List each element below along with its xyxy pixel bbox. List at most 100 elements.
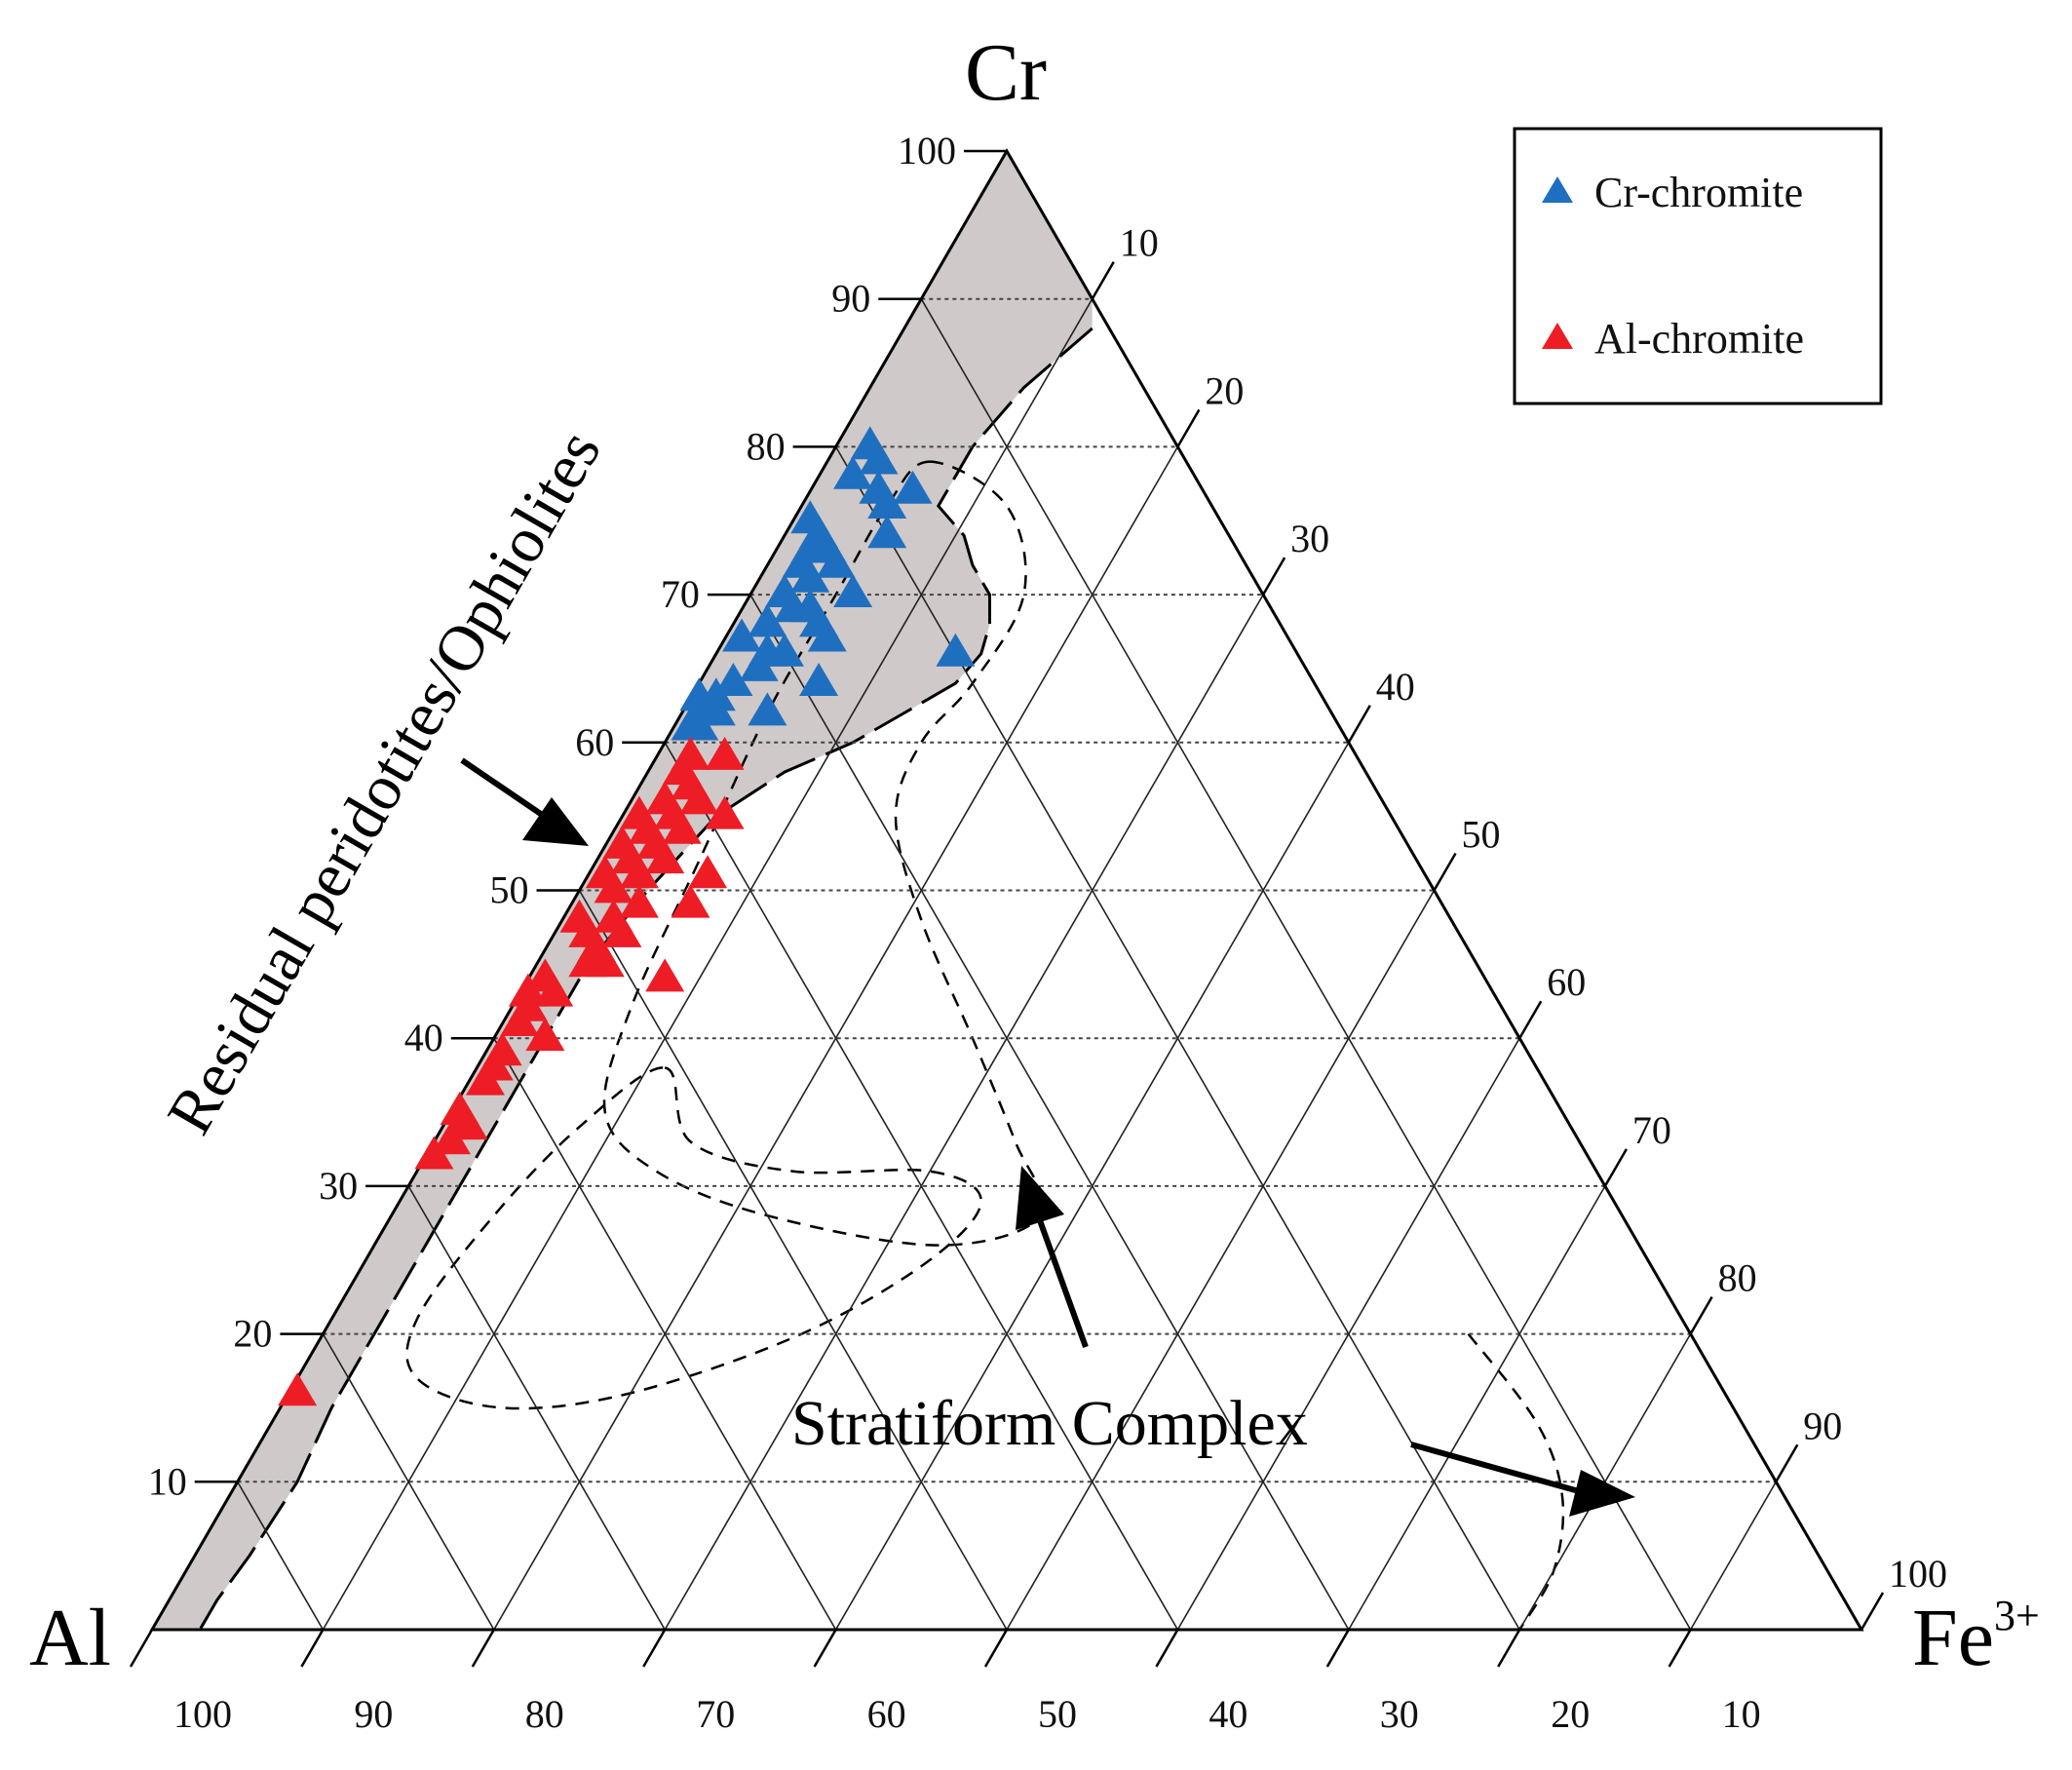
fe-tick — [1603, 1148, 1628, 1187]
fe-axis-tick-labels: 10 20 30 40 50 60 70 80 90 100 — [1120, 221, 1947, 1596]
data-point-marker — [748, 692, 787, 726]
cr-tick-label: 50 — [490, 868, 529, 912]
al-tick — [813, 1629, 837, 1668]
al-tick-label: 70 — [696, 1692, 735, 1736]
fe-gridline — [322, 298, 1094, 1631]
data-point-marker — [696, 692, 736, 726]
data-point-marker — [833, 455, 873, 489]
fe-gridline — [1006, 890, 1436, 1631]
fe-gridline — [1176, 1037, 1520, 1631]
al-tick-label: 40 — [1209, 1692, 1247, 1736]
fe-gridline — [664, 594, 1264, 1631]
stratiform-complex-label: Stratiform Complex — [791, 1388, 1308, 1459]
al-tick-label: 80 — [525, 1692, 564, 1736]
data-point-marker — [594, 869, 633, 904]
stratiform-arrowhead-2 — [1569, 1470, 1635, 1517]
al-axis-tick-labels: 100 90 80 70 60 50 40 30 20 10 — [173, 1692, 1761, 1736]
fe-tick-label: 20 — [1205, 368, 1244, 412]
stratiform-region-outline — [405, 1066, 982, 1410]
al-gridline — [493, 1037, 837, 1631]
al-chromite-series — [278, 736, 745, 1406]
cr-tick-label: 40 — [404, 1016, 443, 1059]
vertex-label-cr: Cr — [965, 27, 1047, 118]
al-gridline — [407, 1185, 666, 1631]
fe-tick-label: 30 — [1290, 517, 1329, 560]
cr-tick-label: 30 — [319, 1164, 358, 1208]
fe-tick — [1433, 852, 1457, 892]
fe-tick — [1347, 705, 1371, 744]
al-gridline — [749, 594, 1350, 1631]
data-point-marker — [705, 795, 745, 829]
data-point-marker — [645, 840, 685, 874]
al-tick — [983, 1629, 1009, 1668]
data-point-marker — [893, 470, 933, 504]
fe-tick-label: 100 — [1889, 1552, 1947, 1596]
fe-tick — [1091, 261, 1115, 300]
stratiform-fe-corner-outline — [1467, 1332, 1565, 1631]
al-tick — [1497, 1629, 1521, 1668]
data-point-marker — [432, 1121, 471, 1155]
fe-tick-label: 80 — [1718, 1256, 1757, 1300]
data-point-marker — [688, 855, 728, 889]
fe-tick-label: 10 — [1120, 221, 1159, 265]
fe-tick — [1689, 1295, 1713, 1335]
al-tick-label: 50 — [1038, 1692, 1077, 1736]
data-point-marker — [585, 943, 625, 978]
stratiform-arrow-1 — [1034, 1211, 1089, 1349]
data-point-marker — [748, 603, 787, 637]
data-point-marker — [722, 618, 762, 652]
al-tick-label: 90 — [354, 1692, 393, 1736]
fe-tick — [1860, 1592, 1885, 1631]
vertex-label-al: Al — [29, 1593, 111, 1683]
data-point-marker — [534, 973, 574, 1007]
cr-tick-label: 60 — [575, 720, 614, 764]
ternary-grid — [237, 297, 1777, 1631]
data-point-marker — [799, 663, 839, 696]
fe-tick-label: 50 — [1462, 813, 1501, 857]
data-point-marker — [679, 707, 719, 741]
al-gridline — [578, 890, 1008, 1631]
data-point-marker — [867, 485, 907, 519]
residual-arrowhead — [522, 797, 589, 846]
cr-tick-label: 70 — [661, 572, 700, 616]
al-tick — [642, 1629, 667, 1668]
legend-al-chromite-marker — [1542, 323, 1573, 349]
legend-cr-chromite-marker — [1542, 176, 1573, 203]
data-point-marker — [602, 913, 642, 947]
al-gridline — [237, 1481, 325, 1631]
data-point-marker — [662, 810, 702, 844]
stratiform-region-outline — [602, 460, 1046, 1247]
data-point-marker — [525, 1018, 565, 1052]
fe-gridline — [1348, 1185, 1606, 1631]
data-point-marker — [619, 884, 659, 918]
al-tick-label: 60 — [867, 1692, 906, 1736]
data-point-marker — [713, 663, 753, 696]
al-tick — [1155, 1629, 1179, 1668]
data-point-marker — [936, 633, 976, 667]
al-tick — [1668, 1629, 1692, 1668]
fe-tick — [1775, 1443, 1799, 1482]
fe-tick — [1176, 408, 1201, 448]
al-gridline — [920, 298, 1692, 1631]
data-point-marker — [414, 1135, 454, 1170]
fe-tick-label: 60 — [1547, 960, 1586, 1004]
legend-cr-chromite-label: Cr-chromite — [1594, 169, 1803, 216]
stratiform-arrowhead-1 — [1016, 1166, 1064, 1230]
al-tick-label: 10 — [1722, 1692, 1761, 1736]
data-point-marker — [448, 1106, 488, 1140]
fe-tick — [1518, 1000, 1543, 1039]
ternary-tick-marks — [129, 149, 1885, 1668]
vertex-label-fe-sup: 3+ — [1994, 1592, 2040, 1639]
cr-tick-label: 10 — [148, 1459, 187, 1503]
al-tick — [129, 1629, 154, 1668]
residual-arrow — [460, 757, 556, 826]
data-point-marker — [645, 958, 685, 992]
data-point-marker — [765, 633, 804, 667]
fe-tick-label: 40 — [1376, 665, 1415, 709]
residual-field-boundary — [198, 327, 1094, 1631]
data-point-marker — [816, 544, 856, 578]
data-point-marker — [807, 618, 847, 652]
data-point-marker — [500, 1003, 540, 1036]
data-point-marker — [833, 574, 873, 607]
